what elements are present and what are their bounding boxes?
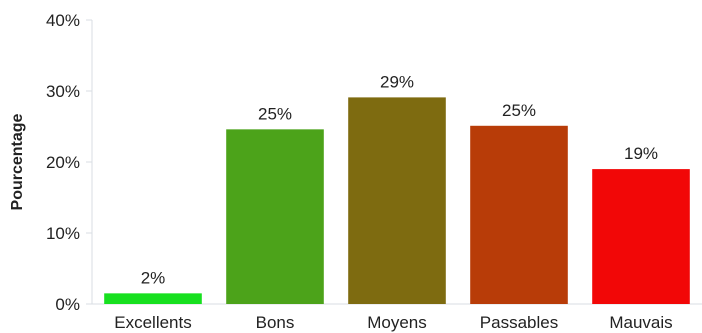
x-tick-label-moyens: Moyens — [367, 313, 427, 332]
data-label-bons: 25% — [258, 104, 292, 123]
y-axis-label: Pourcentage — [9, 113, 26, 210]
category-labels-group: Excellents Bons Moyens Passables Mauvais — [114, 313, 672, 332]
y-axis-ticks: 0% 10% 20% 30% 40% — [46, 11, 92, 314]
y-tick-label: 10% — [46, 224, 80, 243]
data-labels-group: 2% 25% 29% 25% 19% — [141, 72, 658, 287]
bar-moyens — [348, 97, 446, 304]
x-tick-label-passables: Passables — [480, 313, 558, 332]
bars-group — [104, 97, 690, 304]
bar-passables — [470, 125, 568, 304]
bar-bons — [226, 129, 324, 304]
y-tick-label: 30% — [46, 82, 80, 101]
bar-mauvais — [592, 169, 690, 304]
y-tick-label: 20% — [46, 153, 80, 172]
x-tick-label-bons: Bons — [256, 313, 295, 332]
data-label-moyens: 29% — [380, 72, 414, 91]
x-tick-label-mauvais: Mauvais — [609, 313, 672, 332]
bar-excellents — [104, 293, 202, 304]
y-tick-label: 40% — [46, 11, 80, 30]
x-tick-label-excellents: Excellents — [114, 313, 191, 332]
data-label-passables: 25% — [502, 101, 536, 120]
data-label-excellents: 2% — [141, 268, 166, 287]
data-label-mauvais: 19% — [624, 144, 658, 163]
y-tick-label: 0% — [55, 295, 80, 314]
